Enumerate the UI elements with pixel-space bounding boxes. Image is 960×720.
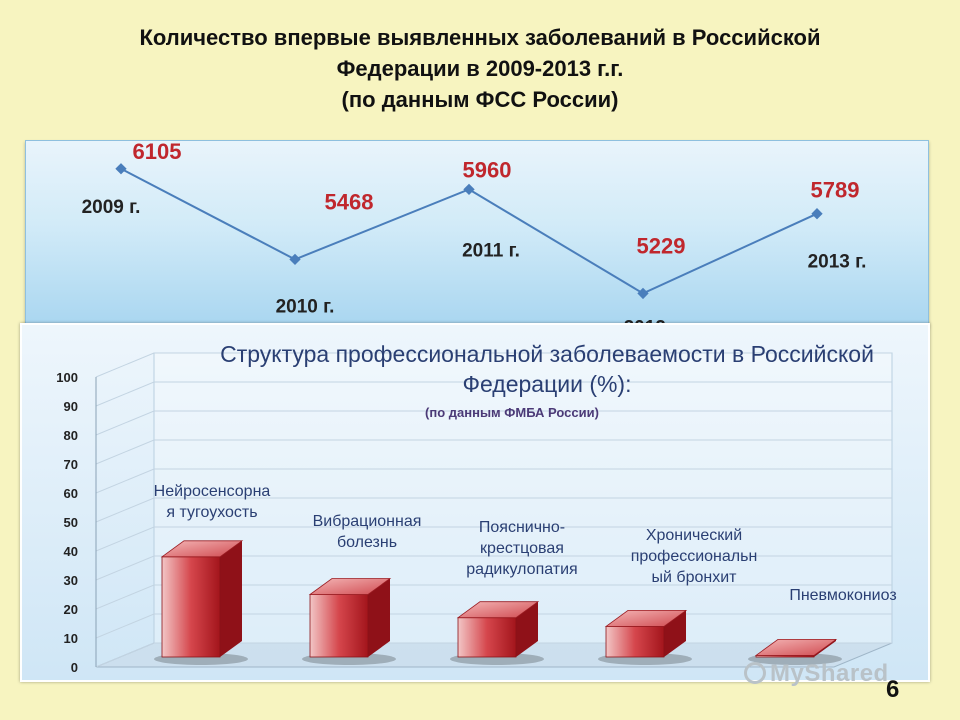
bar (302, 578, 396, 665)
category-label: Пояснично-крестцовая радикулопатия (466, 519, 578, 578)
y-tick-label: 80 (64, 428, 78, 443)
line-point (115, 163, 127, 175)
year-label: 2009 г. (82, 197, 141, 218)
gridline (95, 381, 892, 407)
y-tick-label: 40 (64, 544, 78, 559)
year-label: 2011 г. (462, 240, 520, 261)
y-tick-label: 60 (64, 486, 78, 501)
y-tick-label: 0 (71, 660, 78, 675)
line-chart-panel: 6105 2009 г. 5468 2010 г. 5960 2011 г. 5229 201… (25, 139, 929, 339)
line-point (463, 183, 475, 196)
bar-front (309, 594, 369, 658)
y-tick-label: 90 (64, 399, 78, 414)
category-label: Пневмокониоз (789, 587, 897, 604)
slide-title-line-2: Федерации в 2009-2013 г.г. (336, 56, 624, 81)
slide-title-line-1: Количество впервые выявленных заболевани… (139, 25, 821, 50)
slide-title: Количество впервые выявленных заболевани… (40, 22, 920, 115)
bar-top (754, 638, 838, 656)
bar-front (161, 556, 221, 658)
watermark-logo-icon (744, 662, 766, 684)
gridline (95, 526, 892, 552)
gridline (95, 584, 892, 610)
category-label: Нейросенсорна я тугоухость (153, 483, 271, 521)
y-tick-label: 20 (64, 602, 78, 617)
y-tick-label: 30 (64, 573, 78, 588)
line-chart: 6105 2009 г. 5468 2010 г. 5960 2011 г. 5229 201… (82, 139, 867, 339)
gridline (95, 555, 892, 581)
year-label: 2013 г. (808, 252, 867, 273)
value-label: 5789 (811, 178, 860, 203)
bar-top (308, 578, 392, 595)
category-label: Вибрационная болезнь (312, 513, 422, 551)
line-point (637, 287, 649, 300)
value-label: 5468 (325, 189, 374, 214)
bar-chart-title: Структура профессиональной заболеваемост… (220, 341, 874, 397)
value-label: 6105 (133, 139, 182, 164)
line-point (811, 208, 823, 220)
line-point (289, 253, 301, 266)
bar-top (604, 609, 688, 627)
y-tick-label: 50 (64, 515, 78, 530)
gridline (95, 468, 892, 494)
year-label: 2010 г. (276, 296, 335, 317)
bar (598, 609, 692, 665)
bar-chart-subtitle: (по данным ФМБА России) (425, 405, 599, 420)
bar-chart: 0 10 20 30 40 50 60 70 80 90 100 (56, 352, 893, 675)
bar-side (516, 601, 538, 657)
bar-chart-panel: 0 10 20 30 40 50 60 70 80 90 100 Структура професс… (20, 323, 930, 682)
bar-side (368, 578, 390, 657)
bar (450, 601, 544, 665)
slide-title-line-3: (по данным ФСС России) (341, 87, 619, 112)
gridline (95, 352, 892, 378)
bar-side (664, 610, 686, 657)
page-number: 6 (886, 676, 900, 703)
bar-front (605, 625, 665, 658)
y-tick-label: 10 (64, 631, 78, 646)
bar-top (160, 540, 244, 558)
value-label: 5960 (463, 157, 512, 182)
category-label: Хронический профессиональн ый бронхит (630, 527, 758, 586)
gridline (95, 439, 892, 465)
bar-side (220, 540, 242, 657)
y-tick-label: 70 (64, 457, 78, 472)
gridline (95, 497, 892, 523)
y-tick-label: 100 (56, 370, 78, 385)
bar-front (457, 617, 517, 658)
gridline (95, 410, 892, 436)
watermark: MyShared (770, 660, 889, 687)
bar-top (456, 601, 540, 619)
bar (748, 638, 842, 665)
value-label: 5229 (637, 233, 686, 258)
bar (154, 540, 248, 665)
